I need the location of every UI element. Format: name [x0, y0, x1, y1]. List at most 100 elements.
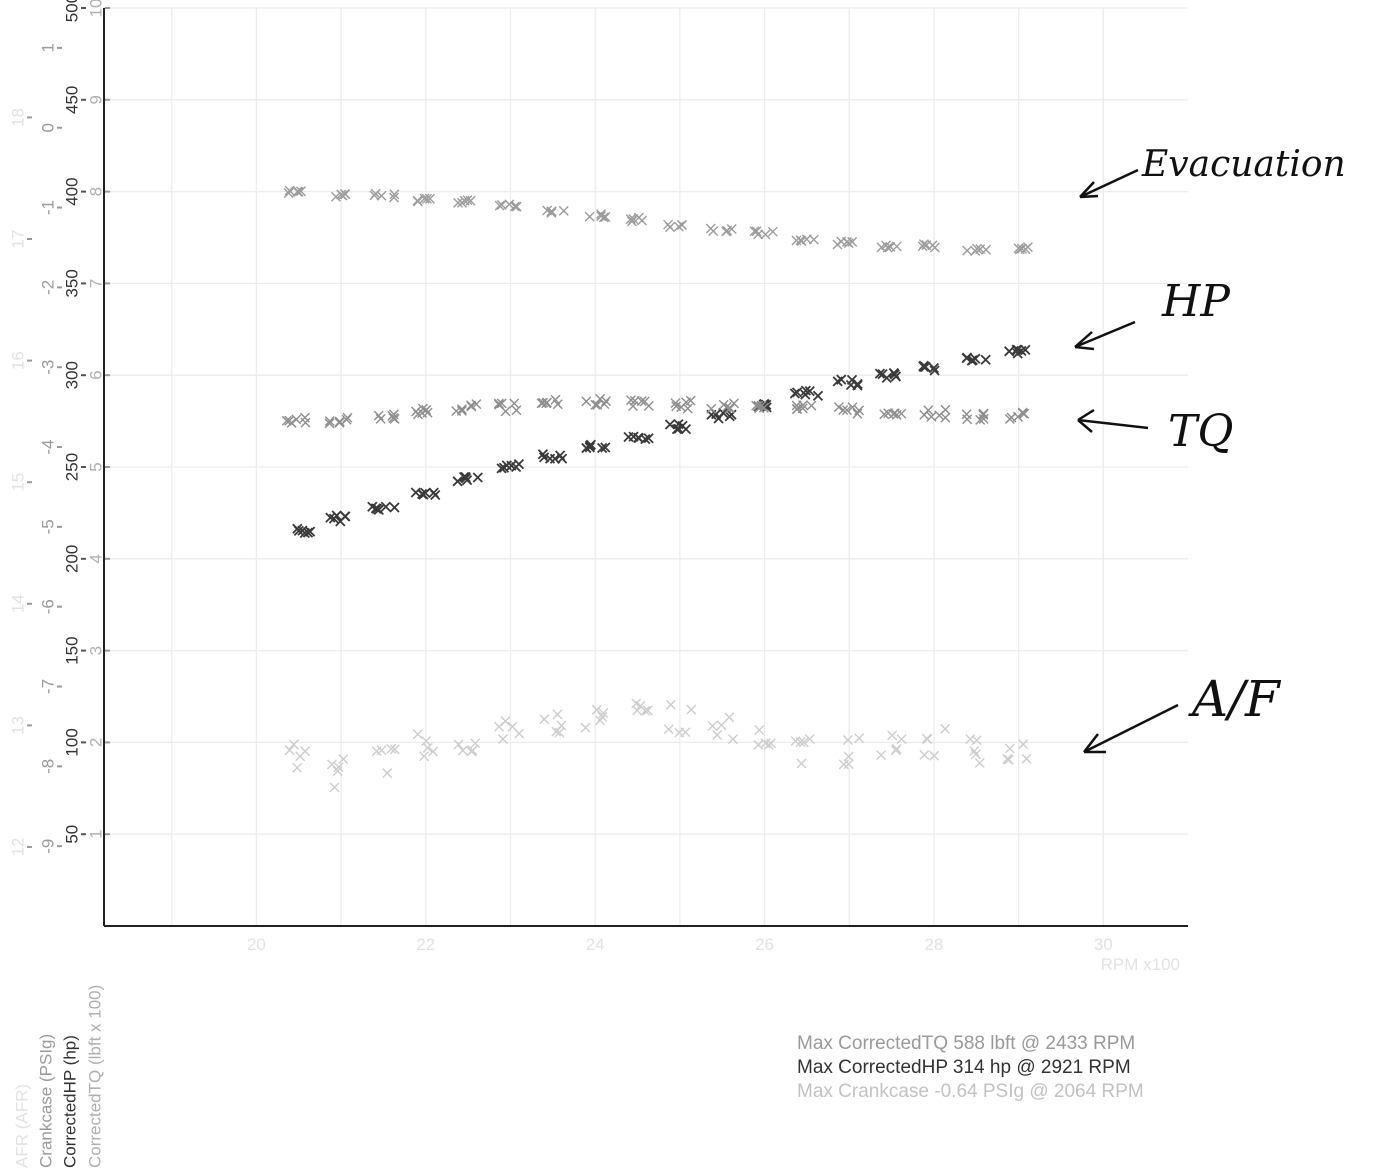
data-point: [926, 411, 937, 422]
y-tick-label: -4: [39, 439, 58, 454]
data-point: [887, 730, 898, 741]
data-point: [584, 211, 595, 222]
data-point: [760, 229, 771, 240]
data-point: [510, 461, 522, 473]
y-tick-label: -9: [39, 839, 58, 854]
data-point: [643, 433, 654, 444]
data-point: [421, 193, 432, 204]
data-point: [686, 704, 697, 715]
data-point: [843, 751, 854, 762]
axis-title-3: CorrectedTQ (lbft x 100): [86, 985, 105, 1168]
data-point: [509, 201, 520, 212]
data-point: [1006, 412, 1017, 423]
data-point: [422, 742, 433, 753]
y-tick-label: -1: [39, 200, 58, 215]
data-point: [876, 242, 887, 253]
data-point: [331, 510, 342, 521]
data-point: [302, 527, 314, 538]
data-point: [1018, 739, 1029, 750]
data-point: [680, 727, 691, 738]
data-point: [556, 720, 567, 731]
max-notes: Max CorrectedTQ 588 lbft @ 2433 RPM Max …: [797, 1033, 1144, 1102]
y-tick-label: 14: [9, 594, 28, 613]
y-tick-label: 0: [39, 123, 58, 132]
chart-grid: [104, 7, 1188, 926]
data-point: [332, 766, 343, 777]
data-point: [590, 399, 601, 410]
y-tick-label: 15: [9, 473, 28, 492]
x-tick-label: 22: [416, 935, 435, 954]
y-tick-label: 16: [9, 351, 28, 370]
data-point: [846, 374, 858, 386]
data-point: [462, 195, 473, 206]
data-point: [1016, 243, 1027, 254]
data-point: [929, 242, 940, 253]
data-point: [549, 453, 561, 464]
data-point: [1014, 244, 1025, 255]
y-tick-label: 1: [39, 43, 58, 52]
data-point: [978, 413, 989, 424]
data-point: [1004, 743, 1015, 754]
data-point: [767, 226, 778, 237]
data-point: [790, 736, 801, 747]
data-point: [412, 195, 423, 206]
data-point: [833, 402, 844, 413]
data-point: [511, 405, 522, 416]
data-point: [389, 189, 400, 200]
data-point: [751, 226, 762, 237]
data-point: [940, 404, 951, 415]
data-point: [598, 708, 609, 719]
note-max-tq: Max CorrectedTQ 588 lbft @ 2433 RPM: [797, 1033, 1135, 1054]
data-point: [629, 395, 640, 406]
data-point: [682, 403, 693, 414]
data-point: [896, 734, 907, 745]
data-point: [888, 408, 899, 419]
data-point: [334, 417, 345, 428]
y-tick-label: -7: [39, 679, 58, 694]
data-point: [891, 241, 902, 252]
data-point: [456, 405, 467, 416]
data-point: [623, 431, 634, 443]
data-point: [299, 527, 310, 539]
data-point: [538, 452, 550, 463]
data-point: [890, 745, 901, 756]
axis-title-2: CorrectedHP (hp): [61, 1035, 80, 1168]
data-point: [706, 403, 717, 414]
data-point: [536, 398, 547, 409]
data-point: [337, 190, 348, 201]
data-point: [465, 195, 476, 206]
data-point: [430, 489, 441, 501]
y-tick-label: 18: [9, 108, 28, 127]
series-A/F: [284, 698, 1032, 793]
y-tick-label: 12: [9, 838, 28, 857]
annotation-tq: TQ: [1077, 406, 1233, 457]
data-point: [419, 193, 430, 204]
data-point: [847, 402, 858, 413]
data-point: [841, 405, 852, 416]
data-point: [806, 400, 817, 411]
data-point: [676, 220, 687, 230]
data-point: [428, 746, 439, 757]
data-point: [791, 404, 802, 415]
y-tick-label: -2: [39, 280, 58, 295]
data-point: [299, 412, 310, 423]
data-point: [633, 432, 644, 443]
y-tick-label: 4: [87, 554, 106, 563]
data-point: [832, 376, 843, 387]
data-point: [628, 401, 639, 412]
data-point: [581, 442, 592, 454]
y-tick-label: 8: [87, 187, 106, 196]
data-point: [923, 405, 934, 416]
data-point: [1017, 407, 1028, 418]
data-point: [596, 211, 607, 222]
data-point: [919, 749, 930, 760]
data-point: [718, 407, 729, 419]
data-point: [281, 415, 292, 426]
data-point: [283, 188, 294, 199]
y-tick-label: 200: [63, 545, 82, 573]
annotation-hp-label: HP: [1161, 276, 1231, 327]
axis-title-1: Crankcase (PSIg): [37, 1034, 56, 1168]
data-point: [843, 759, 854, 770]
data-point: [373, 410, 384, 421]
